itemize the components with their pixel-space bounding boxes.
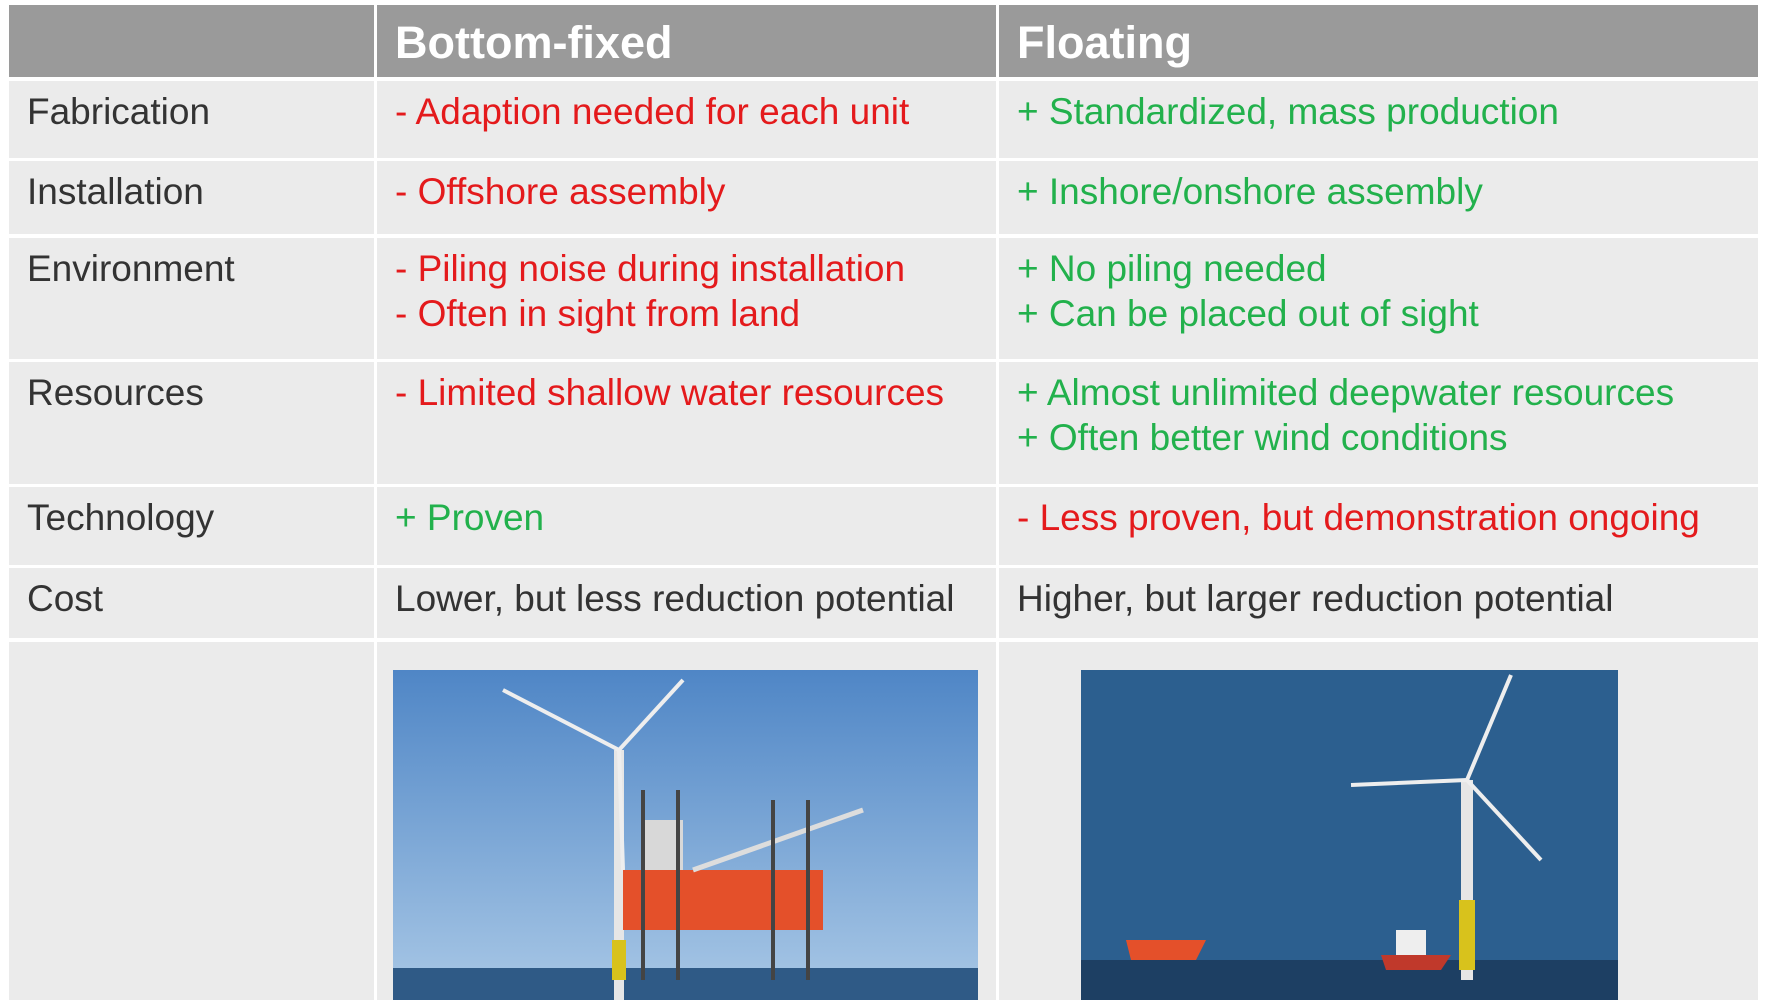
table-cell: + Proven (377, 487, 996, 565)
cell-line: + Proven (395, 495, 978, 540)
table-cell: - Piling noise during installation- Ofte… (377, 238, 996, 359)
cell-line: + Often better wind conditions (1017, 415, 1740, 460)
cell-line: - Often in sight from land (395, 291, 978, 336)
image-row-cell (9, 642, 374, 1000)
row-label: Environment (9, 238, 374, 359)
table-cell: - Offshore assembly (377, 161, 996, 234)
row-label: Fabrication (9, 81, 374, 158)
table-cell: + Standardized, mass production (999, 81, 1758, 158)
cell-line: + Standardized, mass production (1017, 89, 1740, 134)
row-label: Technology (9, 487, 374, 565)
table-cell: - Adaption needed for each unit (377, 81, 996, 158)
table-cell: - Less proven, but demonstration ongoing (999, 487, 1758, 565)
row-label: Resources (9, 362, 374, 484)
table-cell: Lower, but less reduction potential (377, 568, 996, 638)
cell-line: + Inshore/onshore assembly (1017, 169, 1740, 214)
cell-line: - Adaption needed for each unit (395, 89, 978, 134)
cell-line: Lower, but less reduction potential (395, 576, 978, 621)
table-cell: + Almost unlimited deepwater resources+ … (999, 362, 1758, 484)
floating-photo (1081, 670, 1618, 1000)
row-label: Cost (9, 568, 374, 638)
cell-line: + No piling needed (1017, 246, 1740, 291)
header-cell (9, 5, 374, 77)
table-cell: + No piling needed+ Can be placed out of… (999, 238, 1758, 359)
cell-line: - Limited shallow water resources (395, 370, 978, 415)
table-cell: - Limited shallow water resources (377, 362, 996, 484)
comparison-slide: Bottom-fixed Floating Fabrication - Adapt… (0, 0, 1765, 1000)
cell-line: Higher, but larger reduction potential (1017, 576, 1740, 621)
table-cell: + Inshore/onshore assembly (999, 161, 1758, 234)
header-cell: Floating (999, 5, 1758, 77)
cell-line: + Can be placed out of sight (1017, 291, 1740, 336)
bottom-fixed-photo (393, 670, 978, 1000)
cell-line: - Offshore assembly (395, 169, 978, 214)
cell-line: - Piling noise during installation (395, 246, 978, 291)
row-label: Installation (9, 161, 374, 234)
table-cell: Higher, but larger reduction potential (999, 568, 1758, 638)
cell-line: + Almost unlimited deepwater resources (1017, 370, 1740, 415)
header-cell: Bottom-fixed (377, 5, 996, 77)
cell-line: - Less proven, but demonstration ongoing (1017, 495, 1740, 540)
